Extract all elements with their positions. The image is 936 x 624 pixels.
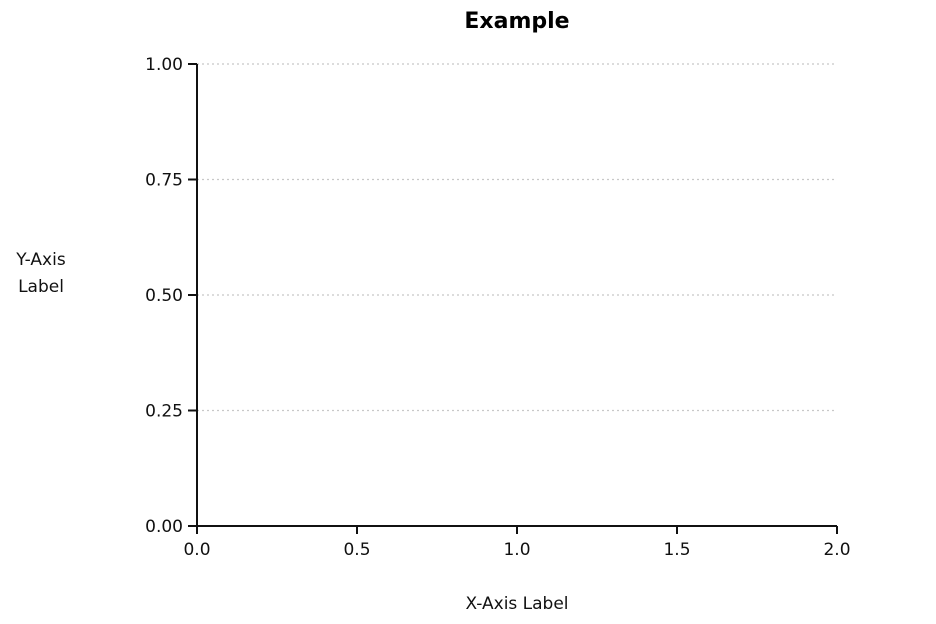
x-tick-label: 2.0: [823, 540, 850, 560]
x-axis-ticks: 0.0 0.5 1.0 1.5 2.0: [183, 526, 851, 560]
chart-title: Example: [464, 9, 569, 34]
y-tick-label: 0.25: [145, 402, 183, 422]
y-tick-label: 0.00: [145, 517, 183, 537]
y-tick-label: 0.50: [145, 286, 183, 306]
x-tick-label: 1.5: [663, 540, 690, 560]
grid-lines: [197, 63, 837, 412]
y-axis-ticks: 0.00 0.25 0.50 0.75 1.00: [145, 55, 197, 537]
y-axis-label-line-1: Y-Axis: [15, 250, 66, 270]
x-tick-label: 0.5: [343, 540, 370, 560]
x-axis-label: X-Axis Label: [465, 594, 568, 614]
y-axis-label-line-2: Label: [18, 277, 64, 297]
x-tick-label: 1.0: [503, 540, 530, 560]
y-tick-label: 1.00: [145, 55, 183, 75]
x-tick-label: 0.0: [183, 540, 210, 560]
y-tick-label: 0.75: [145, 171, 183, 191]
